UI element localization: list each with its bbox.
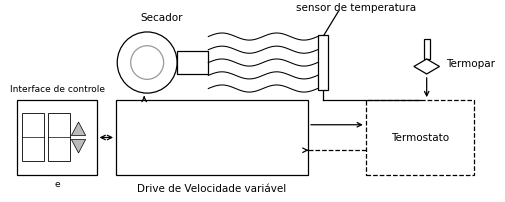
Bar xyxy=(22,113,44,162)
Bar xyxy=(177,52,208,75)
Bar xyxy=(318,36,328,91)
Polygon shape xyxy=(414,60,439,75)
Bar xyxy=(47,113,70,162)
Text: Interface de controle: Interface de controle xyxy=(10,85,105,94)
Ellipse shape xyxy=(117,33,177,94)
Text: sensor de temperatura: sensor de temperatura xyxy=(296,3,416,13)
Bar xyxy=(18,101,97,175)
Text: Drive de Velocidade variável: Drive de Velocidade variável xyxy=(137,183,287,193)
Bar xyxy=(366,101,474,175)
Text: Secador: Secador xyxy=(140,13,183,23)
Ellipse shape xyxy=(131,46,164,80)
Polygon shape xyxy=(71,140,86,153)
Polygon shape xyxy=(71,122,86,136)
Bar xyxy=(424,40,430,60)
Text: Termopar: Termopar xyxy=(446,58,495,68)
Text: Termostato: Termostato xyxy=(391,133,449,143)
Bar xyxy=(116,101,308,175)
Text: e: e xyxy=(55,179,60,188)
